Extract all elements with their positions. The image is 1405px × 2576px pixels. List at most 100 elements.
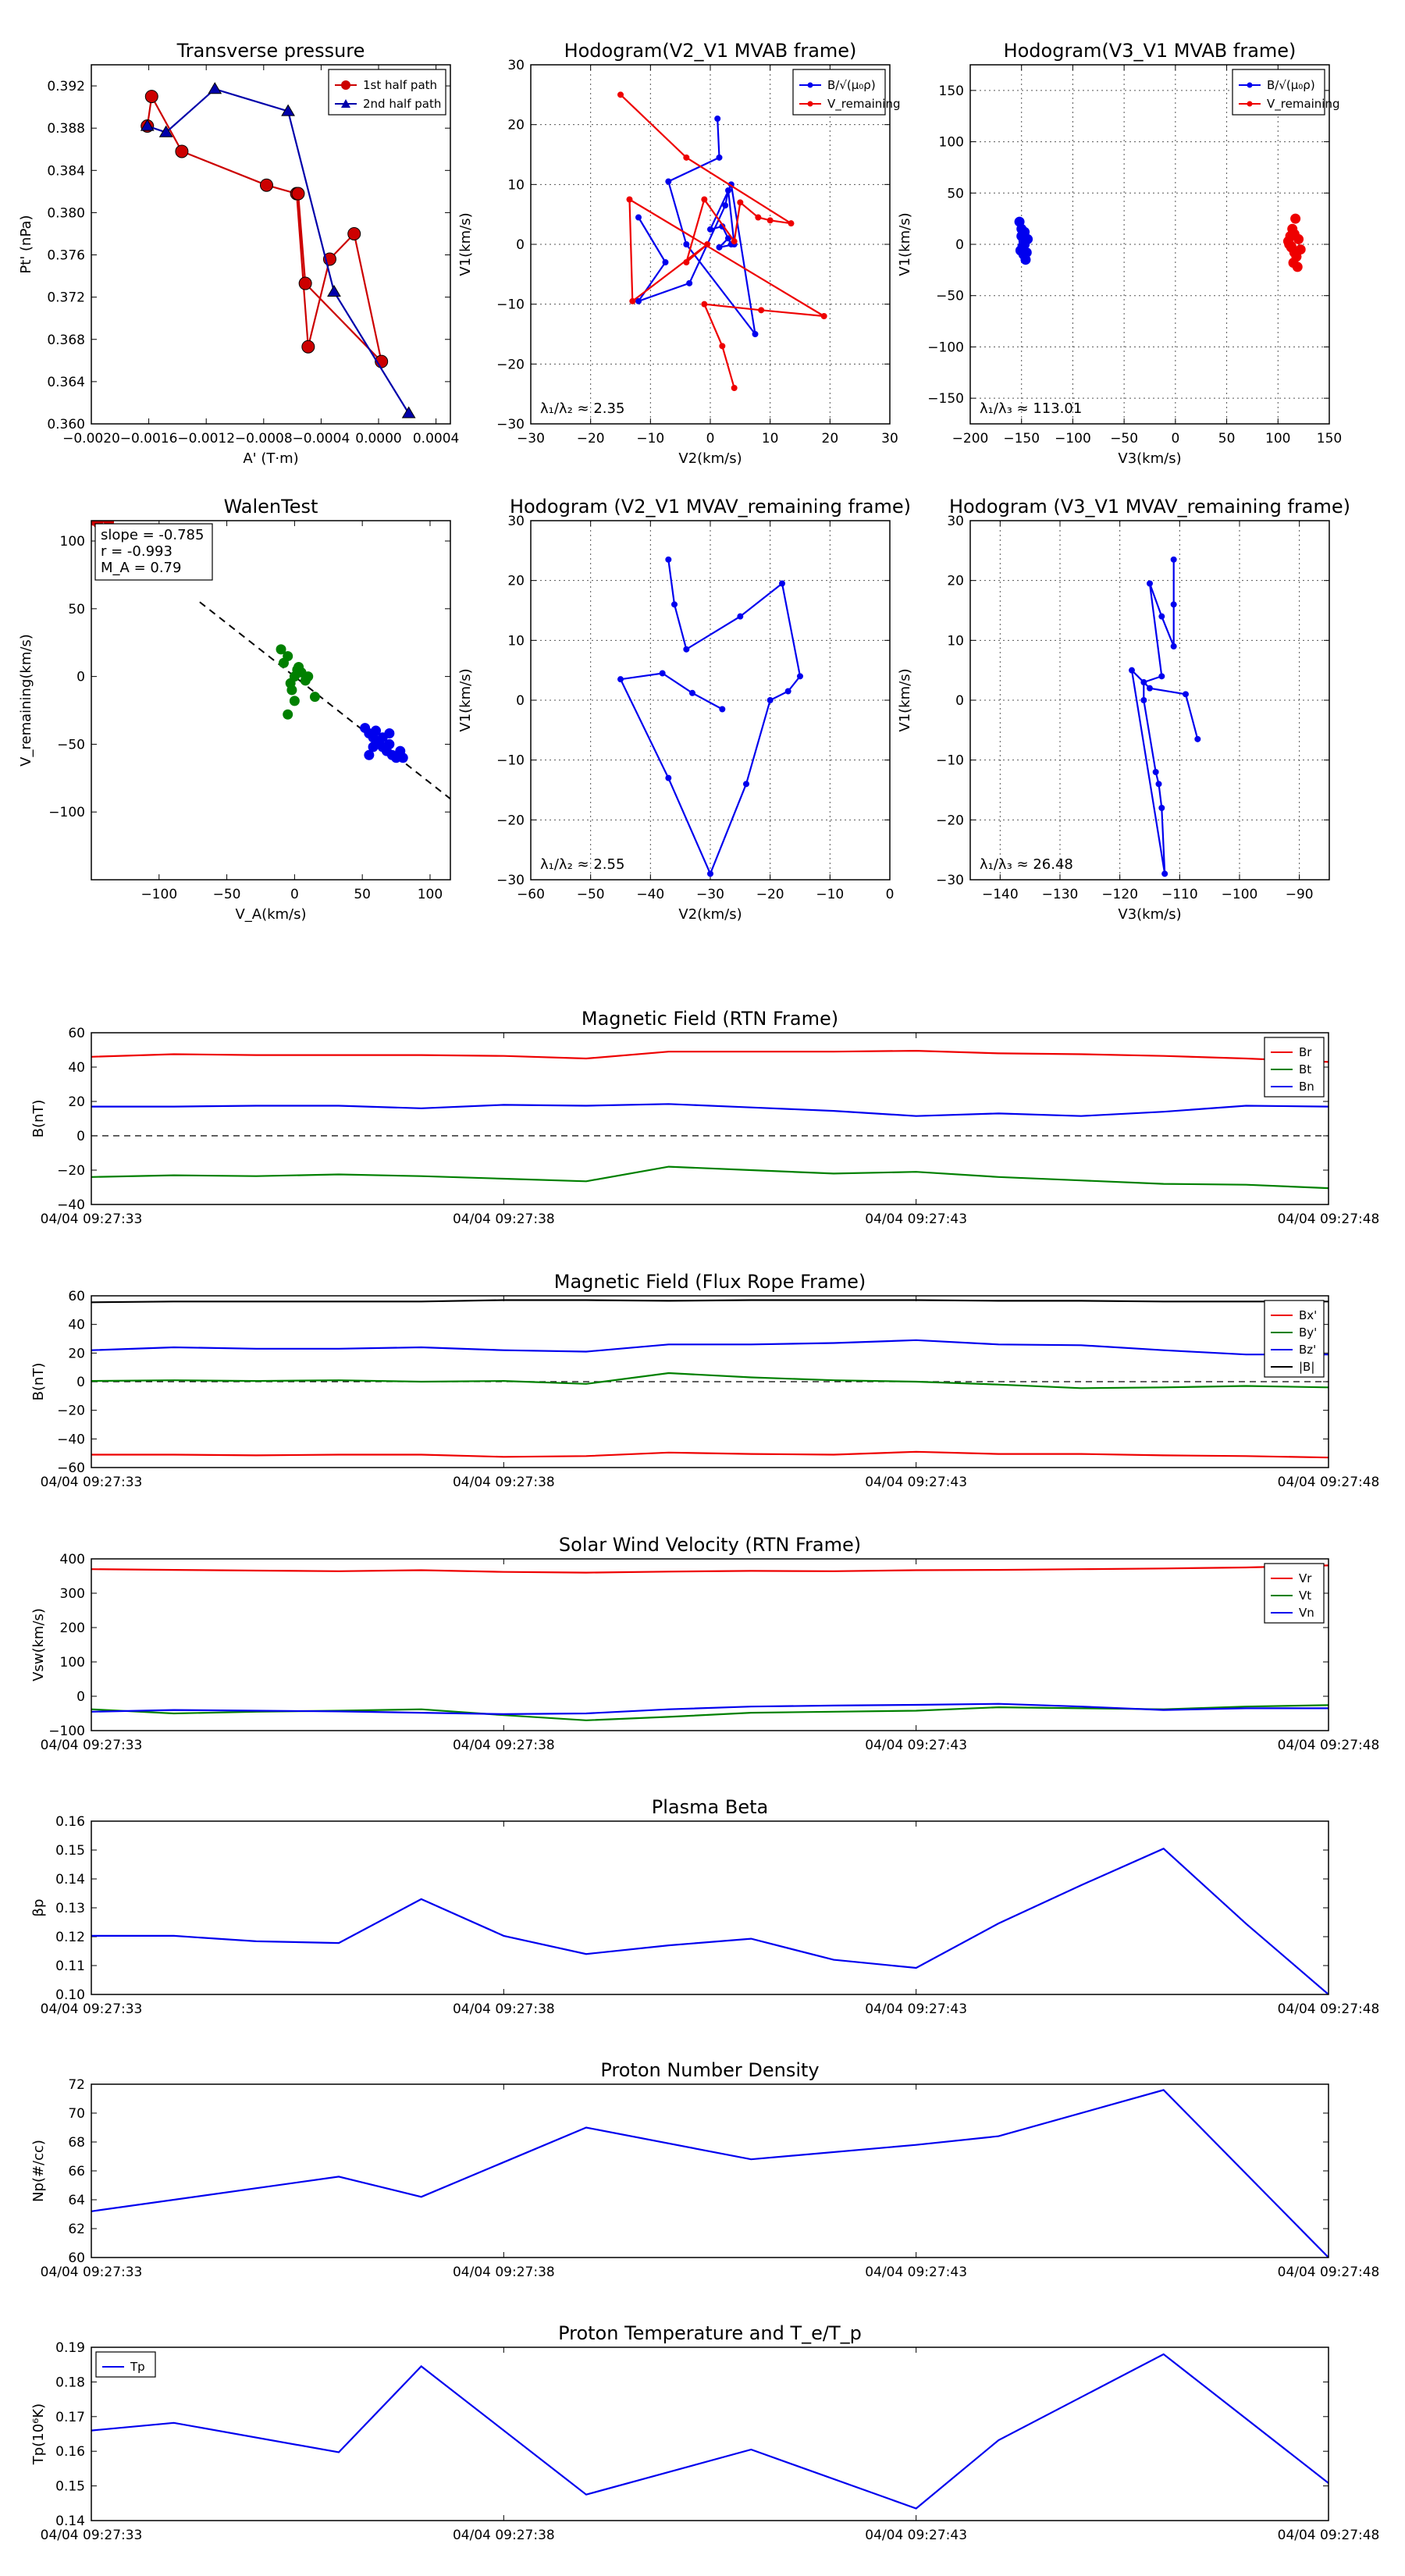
y-tick-label: 60 <box>68 1026 85 1041</box>
legend: Vr Vt Vn <box>1264 1563 1325 1624</box>
plot-area <box>91 1847 1329 1994</box>
y-tick-label: 20 <box>507 574 525 589</box>
y-tick-label: −20 <box>496 813 525 828</box>
data-point <box>659 670 666 677</box>
info-line: r = -0.993 <box>101 543 173 560</box>
plot-area <box>91 2353 1329 2510</box>
data-point <box>662 259 669 265</box>
y-tick-label: 0 <box>955 693 964 709</box>
info-line: slope = -0.785 <box>101 527 204 543</box>
y-tick-label: 0.17 <box>55 2410 85 2425</box>
data-point <box>364 749 375 760</box>
y-tick-label: −30 <box>496 417 525 432</box>
x-tick-label: 150 <box>1317 431 1342 447</box>
series-line-Br <box>91 1049 1329 1063</box>
axes-frame <box>91 1558 1329 1731</box>
chart-tp_temp: Proton Temperature and T_e/T_p 04/04 09:2… <box>30 2322 1379 2543</box>
y-tick-label: 62 <box>68 2222 85 2237</box>
y-tick-label: 50 <box>68 602 85 617</box>
y-tick-label: −100 <box>927 340 964 355</box>
y-tick-label: 0.14 <box>55 2514 85 2529</box>
data-point <box>683 241 690 247</box>
x-axis-label: V_A(km/s) <box>235 906 306 923</box>
y-tick-label: −40 <box>57 1432 85 1447</box>
x-tick-label: 10 <box>762 431 779 447</box>
y-tick-label: 0.376 <box>47 248 85 264</box>
data-point <box>175 144 189 158</box>
eigen-ratio-label: λ₁/λ₂ ≈ 2.35 <box>540 400 624 417</box>
legend-label: Bt <box>1299 1062 1311 1076</box>
plot-area <box>617 91 827 391</box>
y-tick-label: 200 <box>60 1621 85 1636</box>
x-tick-label: −0.0016 <box>120 431 178 447</box>
y-tick-label: 40 <box>68 1318 85 1333</box>
plot-area <box>91 1299 1329 1459</box>
data-point <box>1158 805 1165 811</box>
axes-frame <box>91 1295 1329 1468</box>
chart-title: Hodogram (V3_V1 MVAV_remaining frame) <box>949 496 1350 518</box>
y-axis-label: V1(km/s) <box>457 668 474 731</box>
y-tick-label: 0.10 <box>55 1987 85 2003</box>
y-tick-label: 0 <box>76 670 85 685</box>
y-tick-label: 68 <box>68 2135 85 2151</box>
x-tick-label: 04/04 09:27:43 <box>865 1738 967 1753</box>
x-tick-label: −0.0012 <box>177 431 235 447</box>
y-axis-label: V_remaining(km/s) <box>18 634 34 767</box>
x-tick-label: −130 <box>1042 887 1079 902</box>
chart-bfield_fr: Magnetic Field (Flux Rope Frame) 04/04 09… <box>30 1271 1379 1490</box>
data-point <box>707 870 713 877</box>
plot-area <box>140 82 416 418</box>
y-tick-label: 0.392 <box>47 79 85 94</box>
axes-frame <box>530 520 891 881</box>
data-point <box>259 178 273 192</box>
data-point <box>629 297 636 304</box>
data-point <box>716 154 723 161</box>
y-tick-label: −10 <box>496 753 525 769</box>
y-tick-label: 0.18 <box>55 2375 85 2390</box>
data-point <box>719 706 726 713</box>
data-point <box>1158 613 1165 620</box>
legend-box <box>792 69 886 116</box>
data-point <box>617 676 624 683</box>
y-tick-label: −20 <box>496 357 525 372</box>
x-tick-label: 0 <box>1171 431 1179 447</box>
series-line-|B| <box>91 1299 1329 1304</box>
y-axis-label: V1(km/s) <box>897 668 913 731</box>
legend-label: Tp <box>130 2360 145 2374</box>
data-point <box>722 202 729 209</box>
legend: Br Bt Bn <box>1264 1037 1325 1098</box>
series-line-Tp <box>91 2353 1329 2510</box>
x-axis-label: V2(km/s) <box>678 906 742 923</box>
eigen-ratio-label: λ₁/λ₃ ≈ 113.01 <box>980 400 1082 417</box>
data-point <box>731 385 738 391</box>
x-tick-label: 100 <box>418 887 443 902</box>
y-axis-label: Vsw(km/s) <box>30 1608 47 1681</box>
y-tick-label: −30 <box>936 873 964 888</box>
data-point <box>635 214 642 221</box>
data-point <box>671 601 678 608</box>
data-point <box>797 673 803 680</box>
data-point <box>767 697 774 703</box>
x-tick-label: 04/04 09:27:33 <box>41 1475 143 1490</box>
data-point <box>704 241 711 247</box>
chart-title: Solar Wind Velocity (RTN Frame) <box>559 1534 861 1556</box>
data-point <box>758 307 765 314</box>
x-tick-label: −100 <box>140 887 177 902</box>
x-tick-label: −50 <box>577 887 605 902</box>
chart-h21: Hodogram(V2_V1 MVAB frame) −30 −20 −10 0 10 20… <box>457 40 901 467</box>
y-tick-label: 10 <box>507 177 525 193</box>
y-axis-label: V1(km/s) <box>897 212 913 276</box>
chart-tp: Transverse pressure −0.0020 −0.0016 −0.0012… <box>18 40 459 467</box>
info-line: M_A = 0.79 <box>101 560 181 576</box>
data-point <box>716 244 723 251</box>
eigen-ratio-label: λ₁/λ₂ ≈ 2.55 <box>540 856 624 873</box>
x-tick-label: 04/04 09:27:43 <box>865 2265 967 2280</box>
data-point <box>725 187 731 194</box>
x-tick-label: 04/04 09:27:38 <box>453 1738 555 1753</box>
x-tick-label: 30 <box>881 431 898 447</box>
data-point <box>286 685 297 696</box>
y-tick-label: 0.384 <box>47 163 85 179</box>
series-line-B/√(μ₀ρ) <box>636 118 756 335</box>
chart-title: Magnetic Field (RTN Frame) <box>582 1008 838 1030</box>
